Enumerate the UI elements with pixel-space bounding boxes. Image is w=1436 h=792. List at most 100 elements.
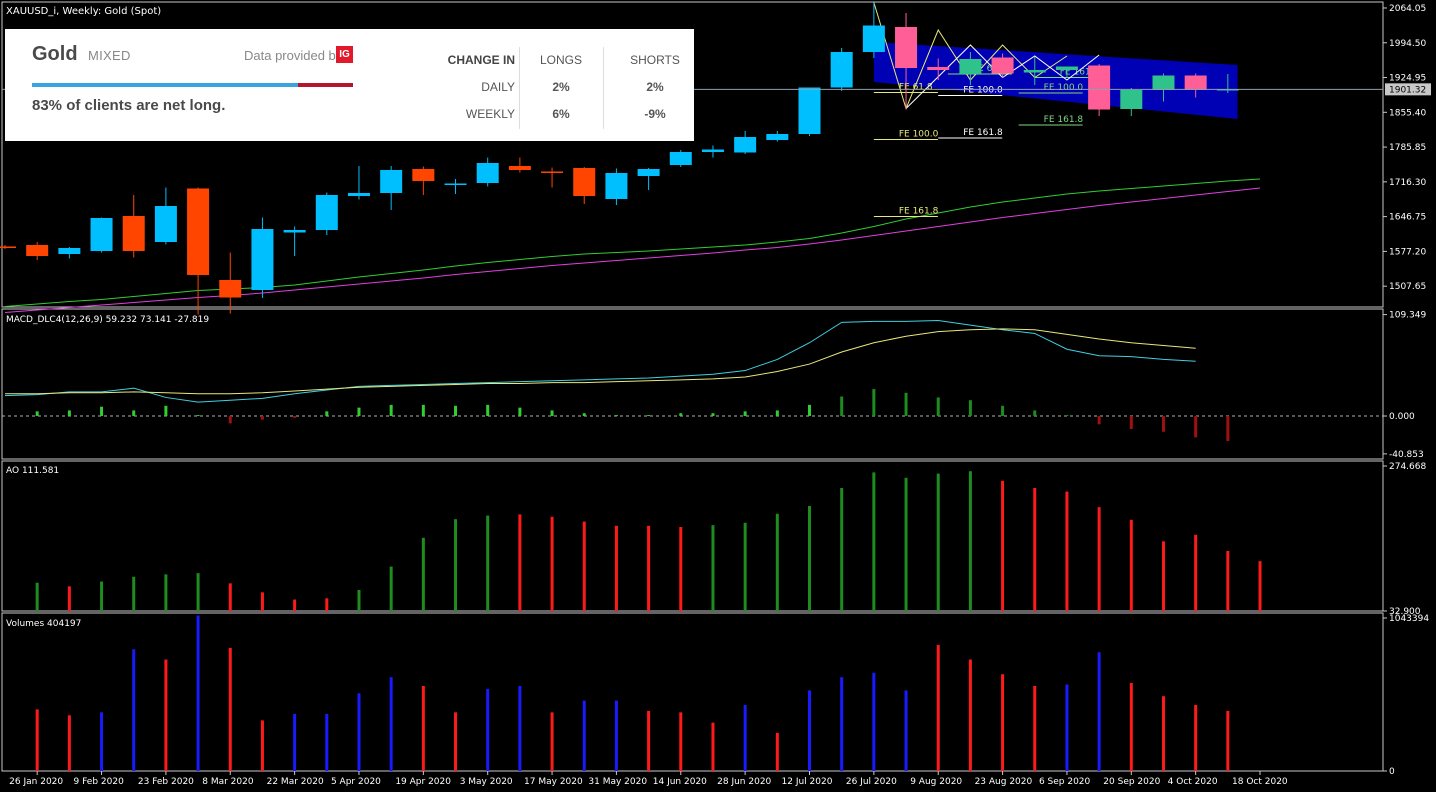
candle-body: [669, 152, 692, 165]
macd-pane[interactable]: 109.349 0.000 -40.853: [2, 311, 1426, 460]
volume-bar: [389, 677, 393, 771]
candle-body: [476, 163, 499, 183]
macd-histogram-bar: [100, 406, 104, 416]
weekly-longs-value: 6%: [552, 107, 570, 121]
time-tick-label: 8 Mar 2020: [202, 777, 254, 787]
row-label-weekly: WEEKLY: [465, 107, 515, 121]
volume-bar: [357, 693, 361, 771]
ao-bar: [132, 576, 136, 611]
macd-histogram-bar: [1194, 415, 1198, 438]
shorts-column: SHORTS 2% -9%: [603, 47, 707, 128]
longs-header: LONGS: [539, 53, 582, 67]
daily-longs-value: 2%: [552, 80, 570, 94]
macd-histogram-bar: [35, 411, 39, 416]
shorts-header: SHORTS: [630, 53, 680, 67]
ao-bar: [679, 526, 683, 611]
volume-bar: [486, 688, 490, 771]
volume-bar: [1001, 674, 1005, 771]
time-tick-label: 31 May 2020: [588, 777, 647, 787]
ao-bar: [1033, 487, 1037, 611]
pane-frame: [1, 612, 1384, 772]
ao-bar: [647, 525, 651, 611]
time-tick-label: 5 Apr 2020: [331, 777, 381, 787]
candle-body: [895, 27, 918, 68]
ao-bar: [1226, 550, 1230, 611]
macd-histogram-bar: [840, 396, 844, 416]
volume-bar: [293, 713, 297, 771]
candle-body: [573, 168, 596, 196]
ao-bar: [518, 514, 522, 611]
candle-body: [798, 87, 821, 134]
macd-histogram-bar: [711, 413, 715, 416]
volume-bar: [1129, 683, 1133, 771]
candle-body: [862, 25, 885, 52]
macd-histogram-bar: [968, 400, 972, 416]
volume-bar: [872, 672, 876, 771]
price-axis: 2064.05 1994.50 1924.95 1855.40 1785.85 1716.…: [1383, 4, 1431, 292]
moving-averages: [4, 178, 1261, 313]
volume-bar: [647, 710, 651, 771]
ao-bar: [775, 513, 779, 611]
volume-title: Volumes 404197: [6, 619, 81, 629]
change-in-header: CHANGE IN: [447, 53, 515, 67]
axis-tick-label: 0.000: [1389, 412, 1415, 422]
macd-histogram-bar: [775, 410, 779, 416]
price-tick-label: 2064.05: [1389, 4, 1426, 14]
fib-level-label: FE 161.8: [899, 207, 939, 217]
volume-bar: [421, 685, 425, 771]
macd-histogram-bar: [1065, 415, 1069, 417]
macd-histogram-bar: [1226, 415, 1230, 442]
time-tick-label: 19 Apr 2020: [395, 777, 451, 787]
candle-body: [1023, 70, 1046, 73]
ig-logo-icon[interactable]: IG: [336, 46, 353, 63]
longs-column: LONGS 2% 6%: [519, 47, 603, 128]
ao-bar: [389, 566, 393, 611]
price-tick-label: 1646.75: [1389, 213, 1426, 223]
volume-bar: [228, 647, 232, 771]
volume-bar: [164, 659, 168, 771]
volume-bar: [196, 615, 200, 771]
macd-histogram-bar: [518, 407, 522, 416]
candle-body: [444, 183, 467, 185]
volume-bar: [808, 690, 811, 771]
chart-title: XAUUSD_i, Weekly: Gold (Spot): [6, 6, 161, 17]
volume-bar: [100, 712, 104, 771]
price-pane[interactable]: FE 61.8 FE 100.0 FE 161.8 FE 100.0 FE 161.8 F…: [0, 2, 1383, 315]
ao-bar: [325, 598, 329, 611]
daily-shorts-value: 2%: [646, 80, 664, 94]
volume-bar: [968, 659, 972, 771]
weekly-shorts-value: -9%: [644, 107, 666, 121]
time-tick-label: 28 Jun 2020: [717, 777, 771, 787]
volume-bar: [840, 677, 844, 771]
ao-bar: [743, 522, 747, 611]
volume-pane[interactable]: 1043394 0: [35, 614, 1430, 777]
macd-histogram-bar: [582, 413, 586, 416]
ao-bar: [228, 583, 232, 611]
time-tick-label: 22 Mar 2020: [267, 777, 324, 787]
net-long-text: 83% of clients are net long.: [32, 97, 226, 114]
ao-bar: [454, 519, 458, 611]
volume-bar: [1065, 684, 1069, 771]
fib-level-label: FE 61.8: [973, 64, 1007, 74]
ao-bar: [808, 505, 811, 611]
time-tick-label: 17 May 2020: [524, 777, 583, 787]
pane-frame: [1, 308, 1384, 460]
candle-body: [1088, 65, 1111, 110]
volume-bar: [260, 720, 264, 771]
macd-histogram-bar: [357, 407, 361, 416]
price-tick-label: 1716.30: [1389, 178, 1426, 188]
ao-bar: [904, 477, 908, 611]
ao-bar: [293, 599, 297, 611]
ao-bar: [711, 525, 715, 611]
axis-tick-label: 274.668: [1389, 462, 1426, 472]
ao-bar: [260, 592, 264, 611]
macd-histogram-bar: [486, 404, 490, 416]
volume-bar: [518, 685, 522, 771]
macd-histogram-bar: [228, 415, 232, 424]
ao-bar: [100, 581, 104, 611]
volume-bar: [614, 700, 618, 771]
ao-bar: [968, 471, 972, 611]
macd-histogram-bar: [550, 410, 554, 416]
ao-pane[interactable]: 274.668 32.900: [35, 462, 1427, 617]
